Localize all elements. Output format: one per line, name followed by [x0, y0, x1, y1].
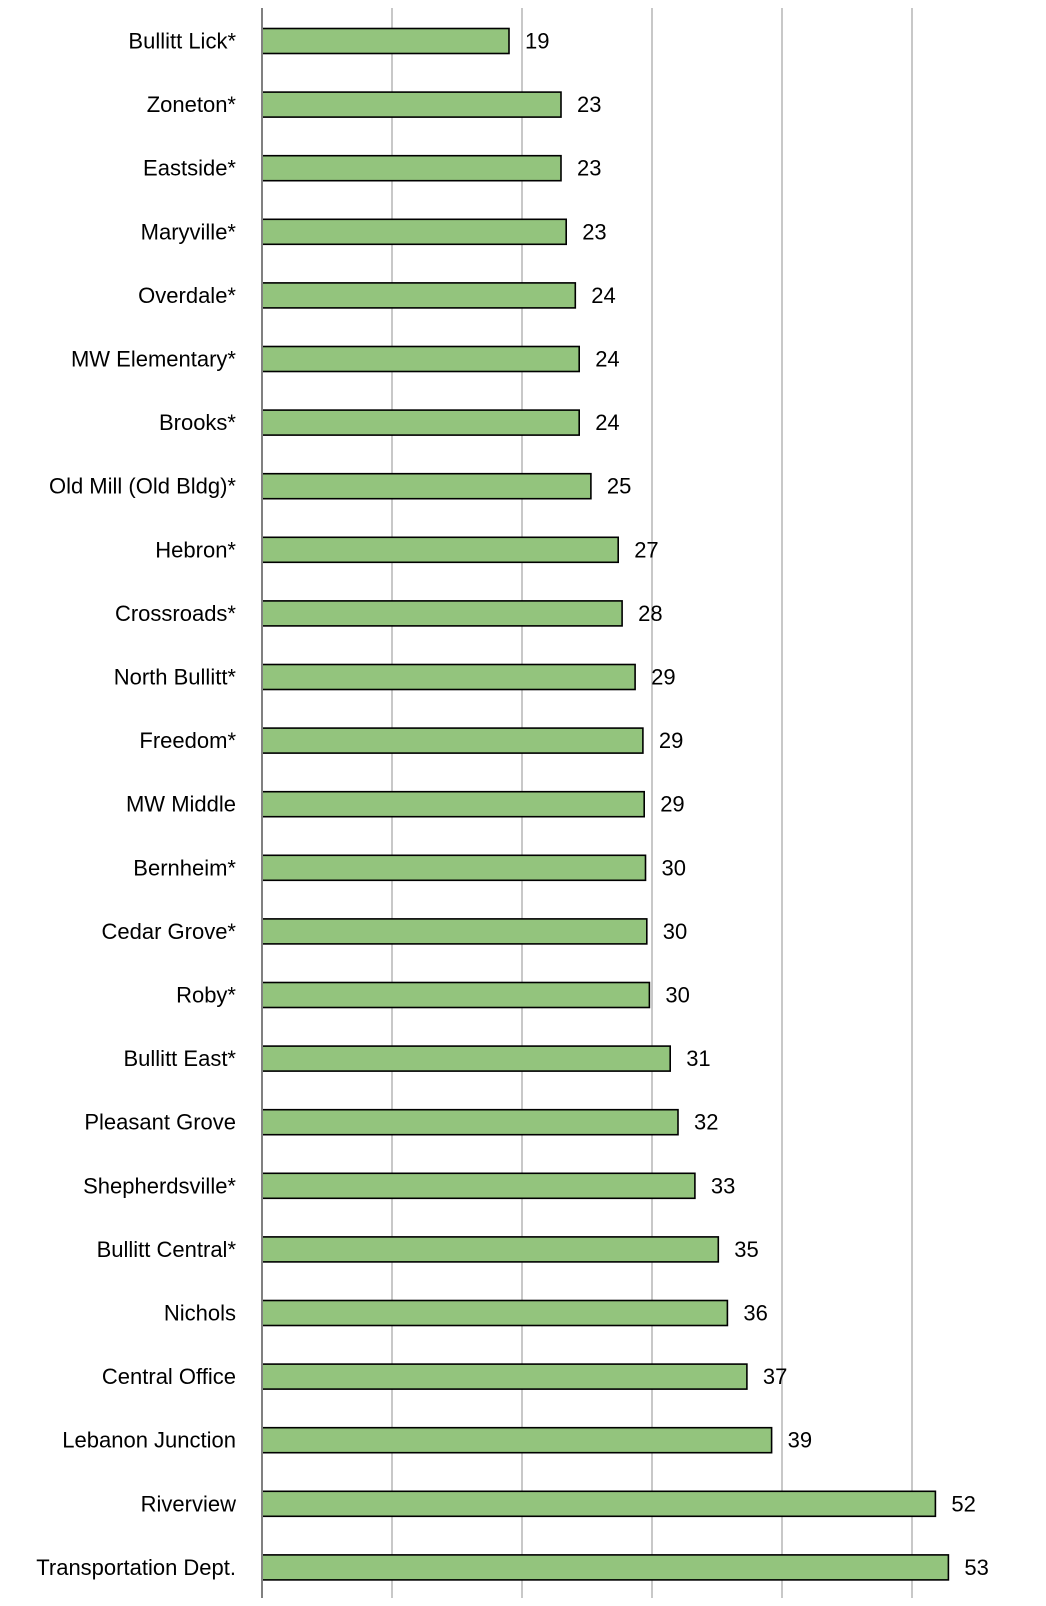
value-label: 30 — [663, 919, 687, 944]
category-label: Shepherdsville* — [83, 1173, 236, 1198]
bar — [261, 790, 646, 818]
bar — [261, 536, 620, 564]
bars — [261, 27, 950, 1581]
value-label: 53 — [964, 1555, 988, 1580]
value-label: 29 — [659, 728, 683, 753]
category-label: MW Elementary* — [71, 347, 236, 372]
bar — [261, 1363, 748, 1390]
bar — [261, 727, 644, 754]
bar — [261, 854, 647, 882]
value-labels: 19 23 23 23 24 24 24 25 27 28 29 29 29 30 30 30 31 32 33 35… — [525, 29, 989, 1580]
category-label: Transportation Dept. — [36, 1555, 236, 1580]
bar — [261, 218, 568, 246]
category-label: Overdale* — [138, 283, 236, 308]
category-label: Riverview — [141, 1491, 236, 1516]
bar — [261, 1299, 729, 1327]
value-label: 24 — [595, 410, 619, 435]
category-label: Bullitt Central* — [97, 1237, 237, 1262]
category-label: Pleasant Grove — [84, 1110, 236, 1135]
category-label: Central Office — [102, 1364, 236, 1389]
category-label: Bernheim* — [133, 855, 236, 880]
value-label: 24 — [595, 347, 619, 372]
bar — [261, 409, 581, 436]
bar — [261, 1490, 937, 1518]
category-label: Cedar Grove* — [101, 919, 236, 944]
category-label: Eastside* — [143, 156, 236, 181]
value-label: 30 — [665, 983, 689, 1008]
bar — [261, 918, 648, 945]
category-label: North Bullitt* — [114, 665, 237, 690]
bar — [261, 1172, 696, 1200]
category-label: Maryville* — [141, 219, 237, 244]
bar — [261, 1236, 720, 1263]
value-label: 19 — [525, 29, 549, 54]
category-label: Roby* — [176, 983, 236, 1008]
bar — [261, 91, 562, 118]
bar — [261, 27, 510, 55]
bar — [261, 282, 577, 309]
bar — [261, 1108, 679, 1136]
category-label: Nichols — [164, 1301, 236, 1326]
value-label: 28 — [638, 601, 662, 626]
value-label: 25 — [607, 474, 631, 499]
category-label: Brooks* — [159, 410, 236, 435]
category-label: Bullitt Lick* — [128, 29, 236, 54]
category-label: Lebanon Junction — [62, 1428, 236, 1453]
category-label: Freedom* — [139, 728, 236, 753]
category-label: MW Middle — [126, 792, 236, 817]
value-label: 37 — [763, 1364, 787, 1389]
category-label: Bullitt East* — [124, 1046, 237, 1071]
category-label: Crossroads* — [115, 601, 236, 626]
category-label: Hebron* — [155, 537, 236, 562]
value-label: 29 — [660, 792, 684, 817]
bar — [261, 154, 562, 182]
value-label: 24 — [591, 283, 615, 308]
category-labels: Bullitt Lick* Zoneton* Eastside* Maryville*… — [36, 29, 236, 1580]
bar — [261, 663, 636, 691]
value-label: 36 — [743, 1301, 767, 1326]
value-label: 23 — [577, 156, 601, 181]
value-label: 27 — [634, 537, 658, 562]
value-label: 30 — [662, 855, 686, 880]
value-label: 23 — [582, 219, 606, 244]
value-label: 23 — [577, 92, 601, 117]
value-label: 33 — [711, 1173, 735, 1198]
bar — [261, 1554, 950, 1581]
category-label: Zoneton* — [147, 92, 237, 117]
value-label: 29 — [651, 665, 675, 690]
bar — [261, 1426, 773, 1454]
bar — [261, 1045, 672, 1072]
bar — [261, 345, 581, 373]
value-label: 31 — [686, 1046, 710, 1071]
bar — [261, 600, 623, 627]
value-label: 39 — [788, 1428, 812, 1453]
bar — [261, 981, 651, 1009]
bar — [261, 472, 592, 500]
value-label: 32 — [694, 1110, 718, 1135]
category-label: Old Mill (Old Bldg)* — [49, 474, 236, 499]
value-label: 52 — [951, 1491, 975, 1516]
gridlines — [391, 8, 913, 1598]
value-label: 35 — [734, 1237, 758, 1262]
